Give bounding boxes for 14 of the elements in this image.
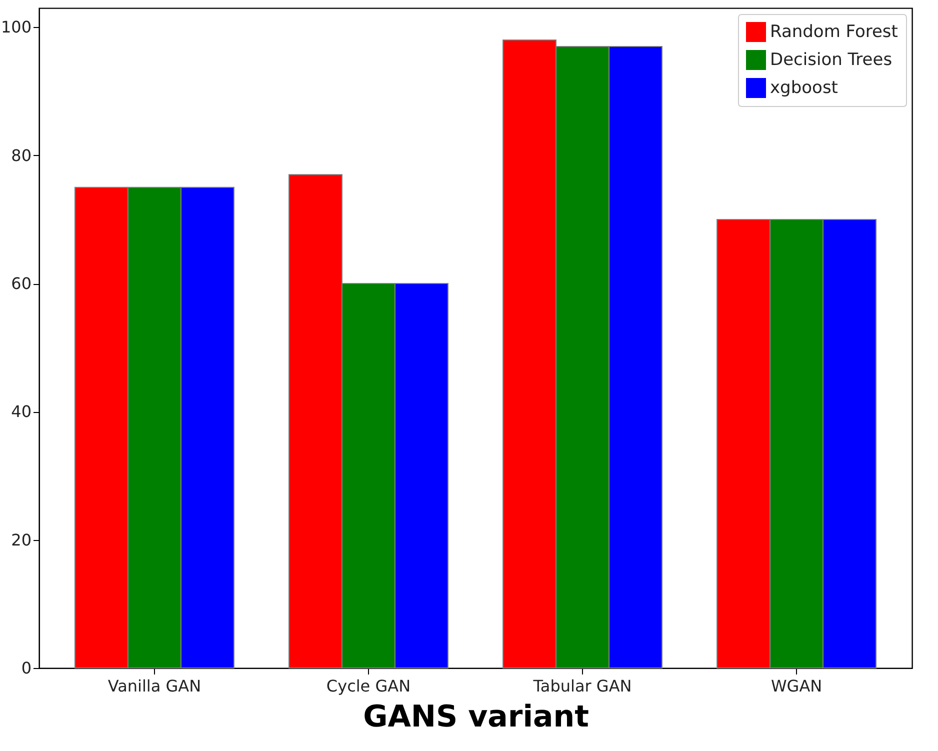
x-axis-title: GANS variant [363, 700, 589, 734]
legend-label: Decision Trees [770, 50, 892, 70]
y-tick-label: 20 [11, 530, 32, 550]
y-tick-label: 60 [11, 274, 32, 294]
y-tick-label: 40 [11, 402, 32, 422]
x-tick-label: WGAN [770, 676, 822, 696]
y-tick-label: 80 [11, 146, 32, 165]
x-tick-label: Tabular GAN [532, 676, 632, 696]
y-tick-label: 0 [21, 658, 32, 678]
x-tick-label: Vanilla GAN [108, 676, 202, 696]
x-tick-label: Cycle GAN [326, 676, 411, 696]
legend-label: Random Forest [770, 22, 898, 42]
y-tick-label: 100 [0, 18, 32, 37]
legend-label: xgboost [770, 78, 838, 98]
